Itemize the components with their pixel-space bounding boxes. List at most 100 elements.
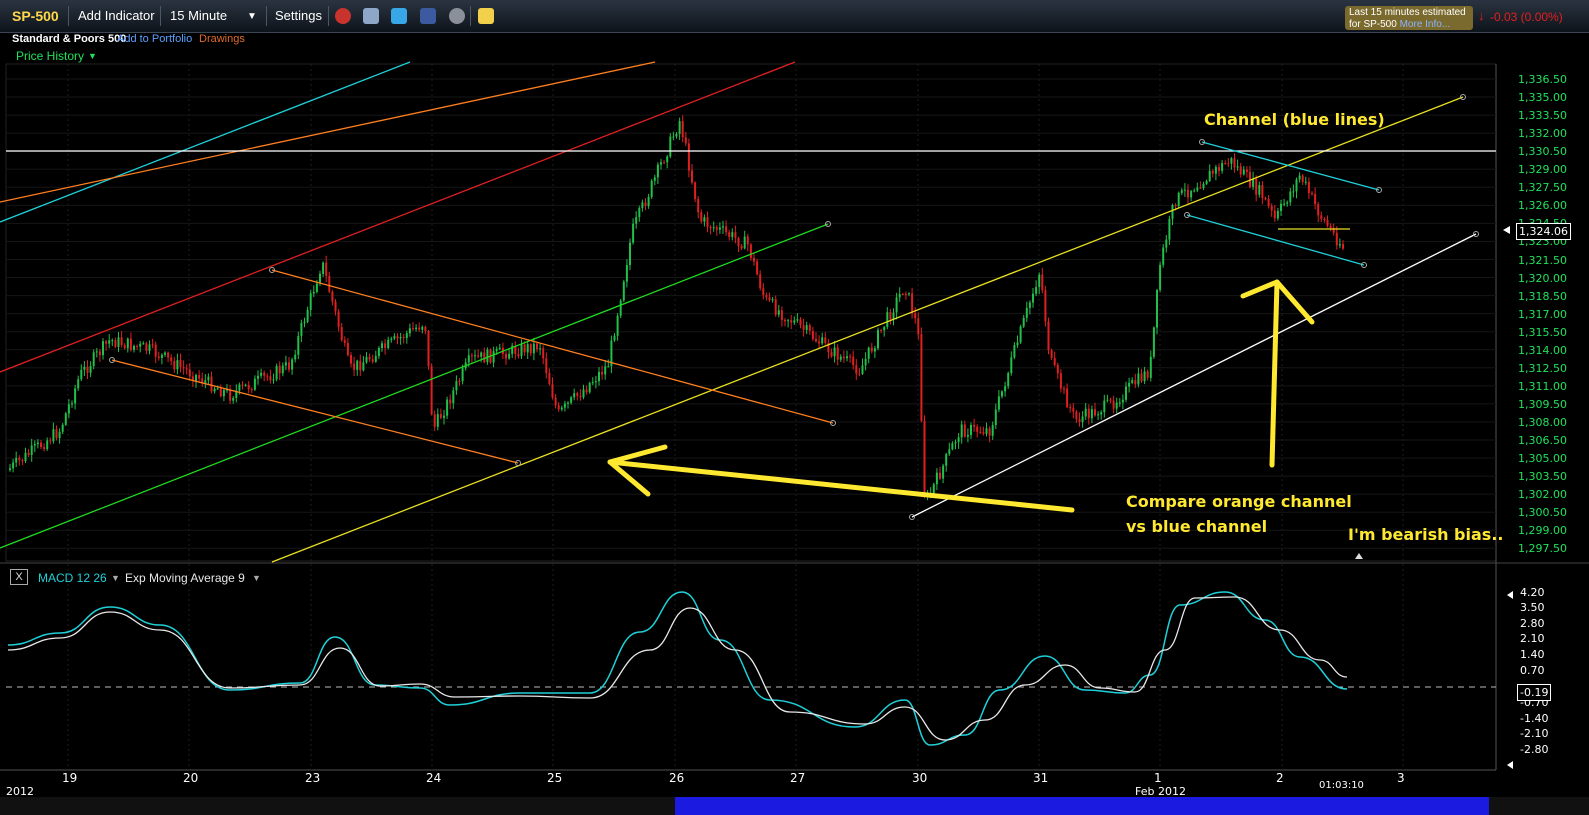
candle-body (867, 347, 870, 359)
price-tick-label: 1,302.00 (1518, 488, 1567, 502)
settings-button[interactable]: Settings (275, 8, 322, 23)
candle-body (774, 299, 777, 315)
candle-body (1025, 307, 1028, 318)
candle-body (1230, 158, 1233, 164)
add-indicator-button[interactable]: Add Indicator (78, 8, 155, 23)
candle-body (1342, 244, 1344, 249)
signal-series-line (7, 596, 1348, 741)
grid-lines (6, 64, 1496, 770)
candle-body (1084, 408, 1087, 417)
candle-body (709, 226, 712, 229)
candle-body (808, 325, 811, 331)
candle-body (532, 343, 535, 354)
candle-body (1072, 408, 1075, 412)
candle-body (312, 291, 315, 294)
price-history-menu[interactable]: Price History (16, 49, 85, 63)
candle-body (1053, 357, 1056, 366)
add-to-portfolio-link[interactable]: Add to Portfolio (117, 33, 193, 45)
candle-body (954, 442, 957, 444)
candle-body (877, 329, 879, 349)
candle-body (359, 360, 362, 371)
alarm-icon[interactable] (335, 8, 351, 24)
facebook-icon[interactable] (420, 8, 436, 24)
close-indicator-button[interactable]: X (10, 569, 28, 585)
candle-body (356, 360, 359, 370)
candle-body (762, 288, 765, 296)
interval-select[interactable]: 15 Minute (170, 8, 228, 23)
candle-body (982, 432, 985, 434)
document-icon[interactable] (363, 8, 379, 24)
candle-body (514, 345, 517, 354)
candle-body (40, 442, 42, 448)
candle-body (715, 227, 718, 230)
candle-body (1134, 380, 1137, 385)
up-arrow-shaft (1269, 279, 1280, 468)
candle-body (1097, 414, 1100, 416)
candle-body (1320, 215, 1323, 219)
candle-body (1125, 386, 1127, 400)
candle-body (1311, 193, 1313, 195)
candle-body (1236, 166, 1239, 168)
candle-body (957, 437, 960, 443)
candle-body (80, 369, 83, 380)
candle-body (1115, 402, 1118, 409)
candle-body (492, 351, 495, 363)
candle-body (526, 344, 529, 353)
candle-body (415, 327, 418, 330)
candle-body (554, 397, 557, 406)
candle-body (1118, 402, 1121, 404)
candle-body (260, 372, 263, 376)
candle-body (1183, 189, 1186, 191)
scrollbar-thumb[interactable] (675, 797, 1489, 815)
candle-body (1270, 205, 1273, 211)
chevron-down-icon[interactable]: ▼ (111, 573, 120, 583)
candle-body (539, 348, 542, 350)
candle-body (1227, 163, 1230, 165)
candle-body (421, 326, 424, 330)
people-icon[interactable] (449, 8, 465, 24)
candle-body (520, 344, 523, 357)
candle-body (703, 217, 706, 222)
candle-body (672, 136, 675, 138)
note-icon[interactable] (478, 8, 494, 24)
candle-body (948, 449, 951, 455)
candle-body (1338, 244, 1341, 246)
time-tick-label: 3 (1397, 771, 1405, 785)
twitter-icon[interactable] (391, 8, 407, 24)
candle-body (343, 340, 346, 343)
candle-body (281, 365, 284, 374)
blue-channel-lower (1186, 214, 1365, 266)
chevron-down-icon[interactable]: ▼ (247, 11, 257, 22)
candle-body (731, 232, 734, 237)
price-tick-label: 1,326.00 (1518, 199, 1567, 213)
candle-body (725, 226, 728, 233)
candle-body (1019, 326, 1022, 343)
candle-body (855, 365, 858, 374)
price-tick-label: 1,305.00 (1518, 452, 1567, 466)
candle-body (970, 425, 972, 435)
ema-label[interactable]: Exp Moving Average 9 (125, 571, 245, 585)
candle-body (570, 397, 573, 403)
candle-body (1280, 203, 1282, 211)
candle-body (935, 472, 938, 485)
scroll-up-icon[interactable] (1355, 553, 1363, 559)
candle-body (1252, 178, 1255, 187)
macd-label[interactable]: MACD 12 26 (38, 571, 107, 585)
chevron-down-icon[interactable]: ▼ (88, 51, 97, 61)
price-tick-label: 1,306.50 (1518, 434, 1567, 447)
candle-body (102, 341, 104, 356)
candle-body (458, 381, 461, 383)
candle-body (387, 339, 390, 348)
more-info-link[interactable]: More Info... (1399, 19, 1451, 30)
candle-body (173, 361, 176, 370)
chevron-down-icon[interactable]: ▼ (252, 573, 261, 583)
candle-body (309, 293, 312, 310)
candle-body (650, 180, 653, 197)
candle-body (176, 360, 179, 370)
candle-body (433, 414, 436, 427)
time-tick-label: 27 (790, 771, 806, 785)
candle-body (768, 297, 771, 301)
symbol-field[interactable]: SP-500 (12, 8, 59, 24)
drawings-link[interactable]: Drawings (199, 33, 245, 45)
